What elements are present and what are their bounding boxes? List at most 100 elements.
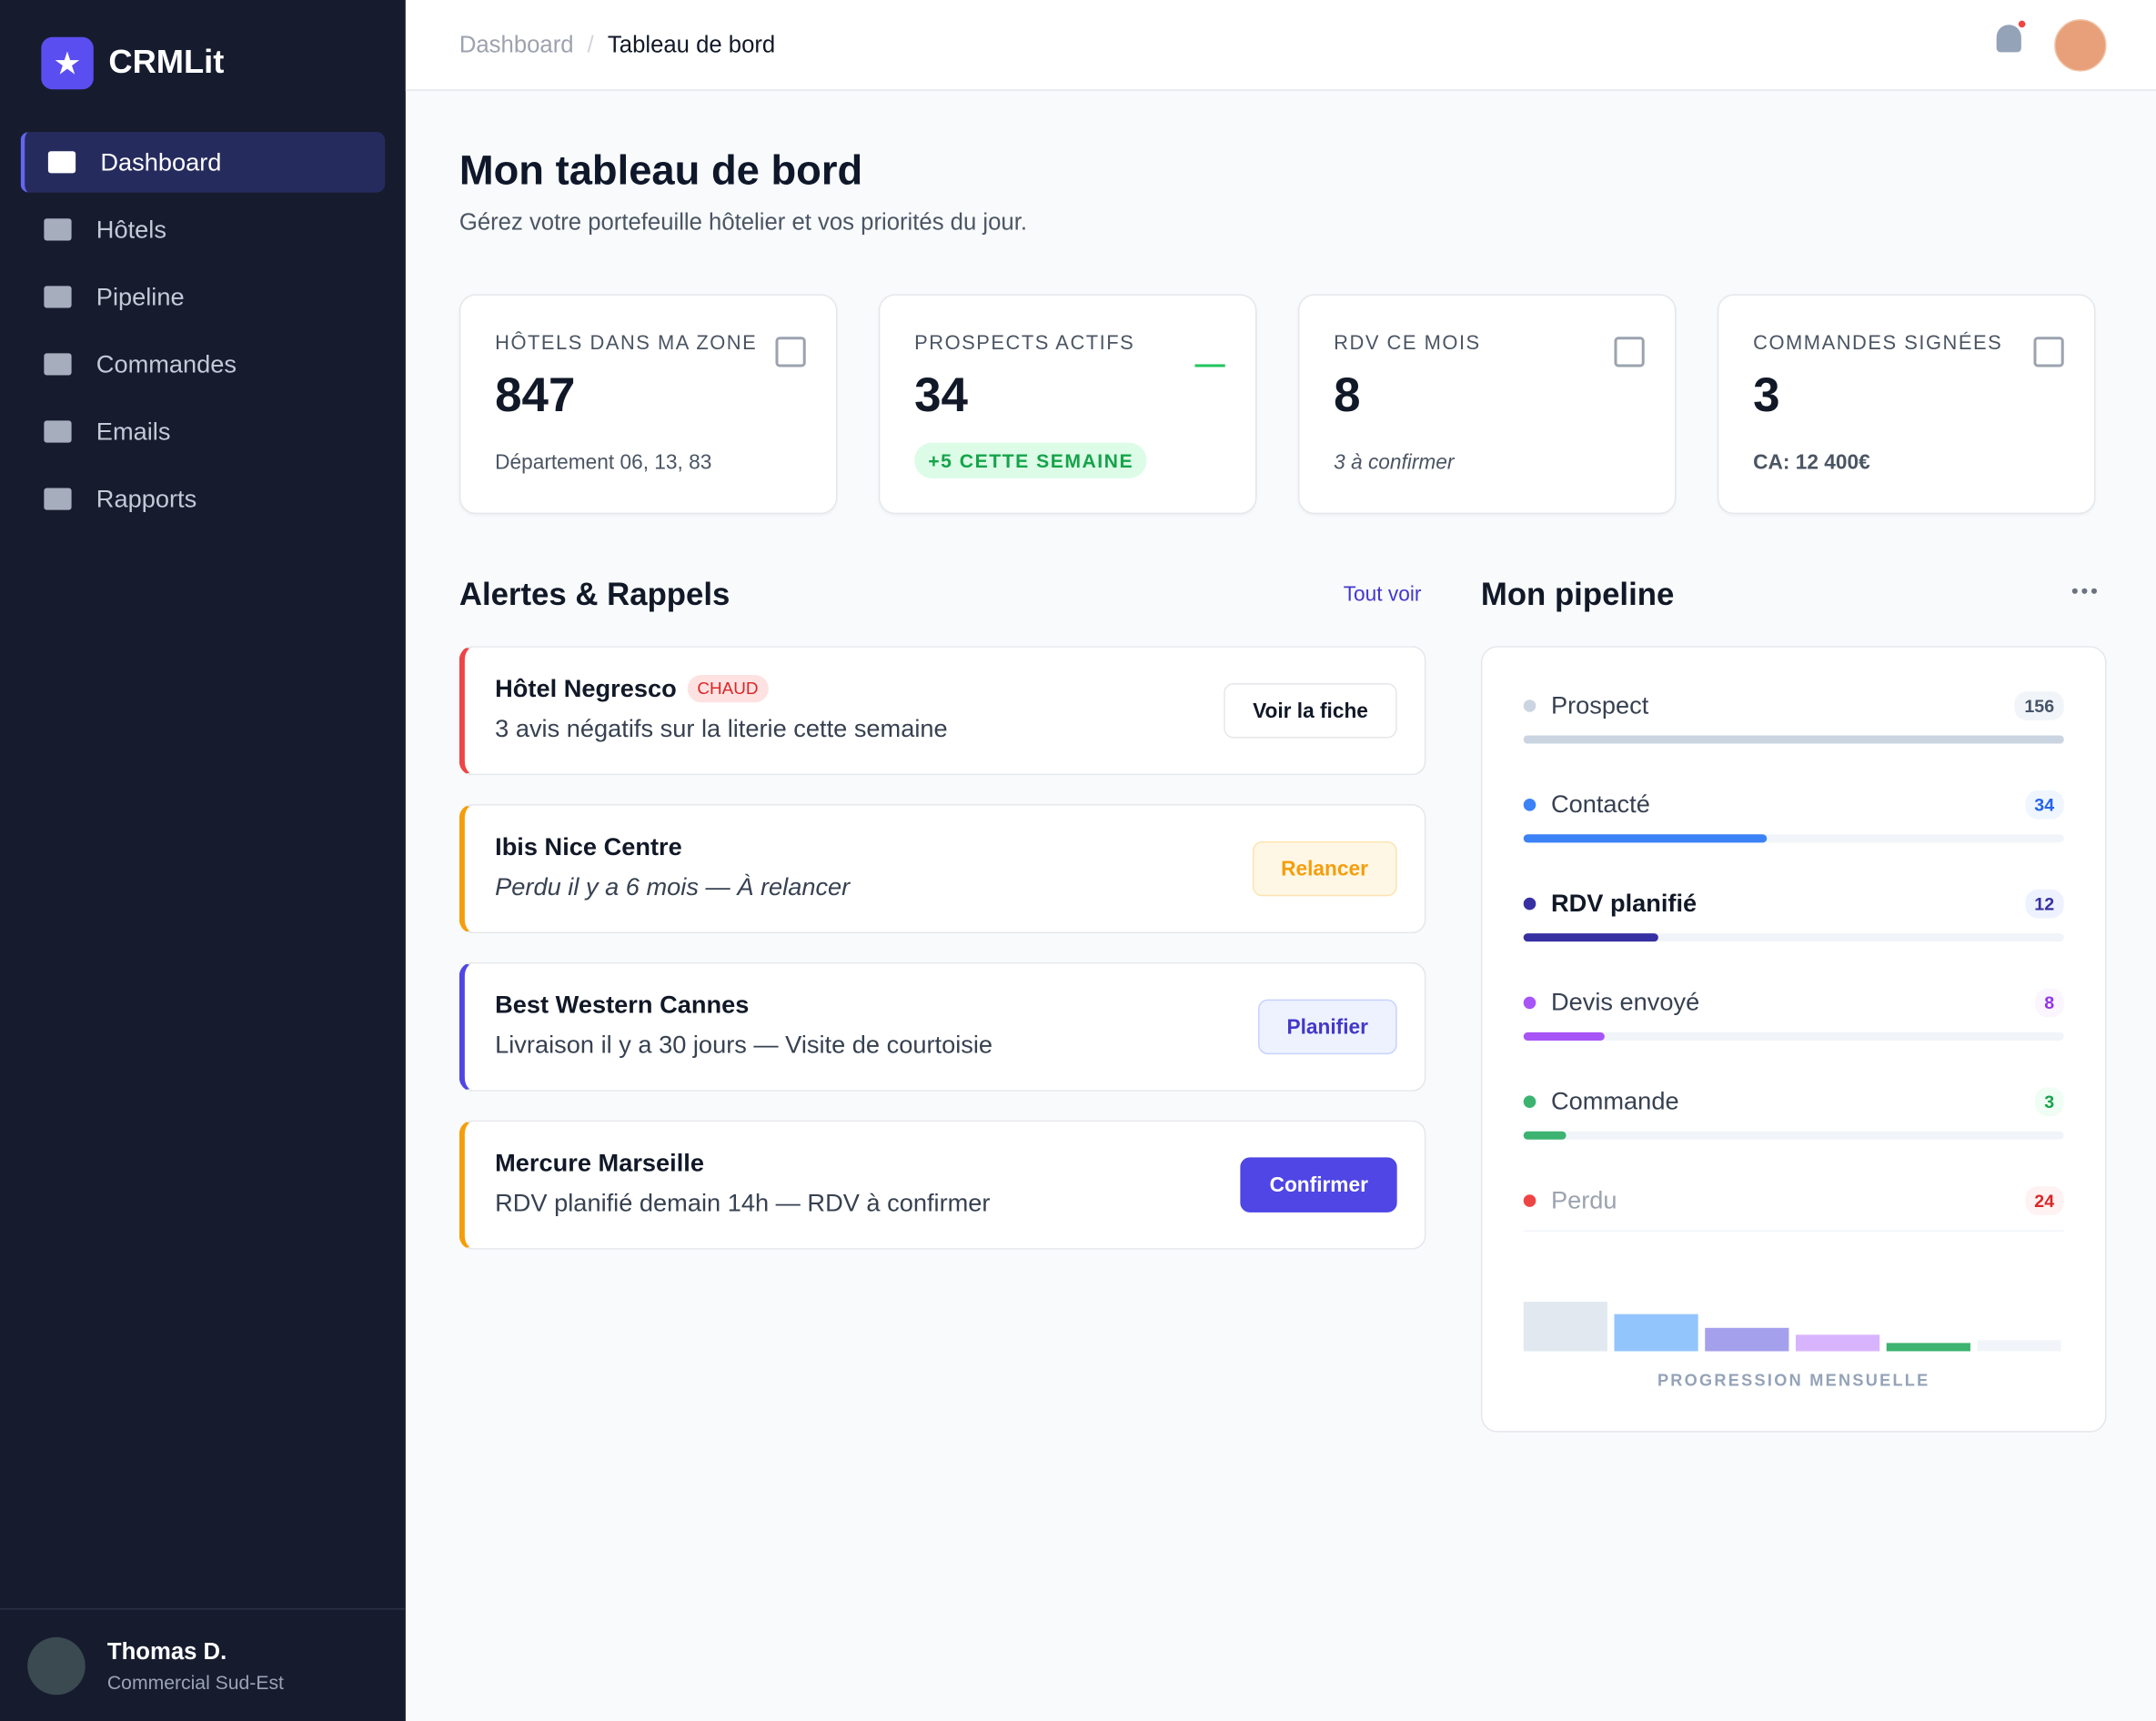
stage-count: 3 (2034, 1086, 2064, 1116)
stat-card: HÔTELS DANS MA ZONE 847 Département 06, 13… (458, 294, 838, 515)
stage-fill (1523, 933, 1659, 942)
dot (2081, 588, 2088, 594)
main: Dashboard / Tableau de bord Mon tableau … (405, 0, 2156, 1721)
alert-name: Mercure Marseille (495, 1149, 1395, 1178)
nav-label: Emails (96, 417, 171, 445)
alert-title: Mercure Marseille (495, 1149, 704, 1177)
stage-row: Contacté 34 (1523, 774, 2064, 834)
stat-icon (775, 337, 806, 367)
avatar[interactable] (2054, 19, 2107, 72)
nav-label: Dashboard (100, 147, 222, 176)
stage-fill (1523, 834, 1768, 843)
alert-text: Perdu il y a 6 mois — À relancer (495, 872, 851, 901)
sidebar: ★ CRMLit Dashboard Hôtels Pipeline Commandes… (0, 0, 406, 1721)
page-title: Mon tableau de bord (458, 148, 863, 195)
stage-track (1523, 834, 2064, 843)
stage-fill (1523, 1032, 1605, 1041)
breadcrumb-link[interactable]: Dashboard (458, 31, 574, 57)
stat-card: COMMANDES SIGNÉES 3 CA: 12 400€ (1717, 294, 2096, 515)
stage-count: 34 (2024, 790, 2064, 819)
nav-item[interactable]: Pipeline (21, 267, 386, 327)
stat-value: 8 (1334, 367, 1361, 422)
stat-badge: +5 CETTE SEMAINE (914, 442, 1148, 478)
stage-name: RDV planifié (1550, 888, 1698, 917)
breadcrumb-sep: / (587, 31, 594, 57)
stage-dot (1523, 1193, 1536, 1207)
monthly-bars (1523, 1302, 2061, 1352)
pipeline-footer: PROGRESSION MENSUELLE (1657, 1370, 1930, 1390)
nav-item[interactable]: Dashboard (20, 132, 386, 193)
alert-action[interactable]: Relancer (1252, 840, 1397, 897)
stat-card: RDV CE MOIS 8 3 à confirmer (1297, 294, 1677, 515)
alerts-title: Alertes & Rappels (458, 576, 730, 612)
nav-item[interactable]: Rapports (21, 468, 386, 528)
stat-icon (2033, 337, 2064, 367)
stage-count: 8 (2034, 987, 2064, 1017)
stage-row: Commande 3 (1523, 1071, 2064, 1131)
stage-row: RDV planifié 12 (1523, 873, 2064, 933)
stat-value: 34 (914, 367, 968, 422)
nav-label: Commandes (96, 349, 237, 377)
alert-card: Ibis Nice Centre Perdu il y a 6 mois — À … (458, 804, 1426, 934)
alert-text: 3 avis négatifs sur la literie cette sem… (495, 714, 948, 743)
alert-text: Livraison il y a 30 jours — Visite de co… (495, 1031, 993, 1059)
alert-action[interactable]: Planifier (1257, 999, 1397, 1055)
brand[interactable]: ★ CRMLit (41, 36, 224, 90)
alert-action[interactable]: Confirmer (1240, 1157, 1397, 1213)
stage: Prospect 156 (1523, 675, 2064, 774)
stat-note: 3 à confirmer (1334, 450, 1455, 475)
user-name: Thomas D. (106, 1637, 227, 1665)
stat-icon (1614, 337, 1645, 367)
month-bar (1977, 1340, 2061, 1352)
stage-dot (1523, 897, 1536, 910)
month-bar (1523, 1302, 1607, 1352)
breadcrumb-current: Tableau de bord (607, 31, 776, 57)
nav-icon (44, 488, 72, 510)
nav-icon (44, 218, 72, 241)
nav-label: Rapports (96, 484, 197, 512)
more-menu[interactable] (2071, 588, 2098, 594)
stage-name: Prospect (1550, 690, 1649, 719)
logo: ★ (41, 36, 94, 90)
stage-dot (1523, 699, 1536, 712)
alert-title: Best Western Cannes (495, 991, 750, 1019)
month-bar (1886, 1343, 1970, 1352)
stage: Contacté 34 (1523, 774, 2064, 873)
stage-row: Perdu 24 (1523, 1170, 2064, 1230)
stat-label: RDV CE MOIS (1334, 332, 1481, 355)
alert-card: Best Western Cannes Livraison il y a 30 j… (458, 961, 1426, 1092)
stages: Prospect 156 Contacté 34 RDV planifié 12 Devis… (1523, 675, 2064, 1269)
see-all[interactable]: Tout voir (1343, 582, 1422, 607)
nav-item[interactable]: Hôtels (21, 199, 386, 259)
alert-tag: CHAUD (687, 674, 769, 703)
stage: Perdu 24 (1523, 1170, 2064, 1269)
nav-item[interactable]: Commandes (21, 334, 386, 394)
stage-dot (1523, 995, 1536, 1009)
stats: HÔTELS DANS MA ZONE 847 Département 06, 13… (458, 294, 2096, 515)
stat-label: COMMANDES SIGNÉES (1753, 332, 2003, 355)
topbar: Dashboard / Tableau de bord (405, 0, 2156, 91)
alert-action[interactable]: Voir la fiche (1224, 683, 1397, 739)
nav-label: Hôtels (96, 215, 166, 243)
user[interactable]: Thomas D. Commercial Sud-Est (0, 1608, 406, 1721)
stage-track (1523, 1230, 2064, 1233)
alert-card: Mercure Marseille RDV planifié demain 14h… (458, 1120, 1426, 1250)
stage: RDV planifié 12 (1523, 873, 2064, 972)
stage-track (1523, 1131, 2064, 1140)
alert-name: Ibis Nice Centre (495, 833, 1395, 862)
month-bar (1705, 1327, 1789, 1352)
stage-dot (1523, 1094, 1536, 1108)
stage-count: 156 (2014, 690, 2064, 720)
nav-item[interactable]: Emails (21, 401, 386, 461)
alerts: Hôtel Negresco CHAUD 3 avis négatifs sur l… (458, 646, 1426, 1278)
notifications[interactable] (1996, 20, 2026, 53)
alert-name: Hôtel Negresco CHAUD (495, 674, 1395, 704)
user-avatar (27, 1636, 86, 1695)
stat-label: PROSPECTS ACTIFS (914, 332, 1135, 355)
stage-name: Contacté (1550, 790, 1650, 818)
nav-label: Pipeline (96, 282, 185, 310)
stage: Commande 3 (1523, 1071, 2064, 1170)
